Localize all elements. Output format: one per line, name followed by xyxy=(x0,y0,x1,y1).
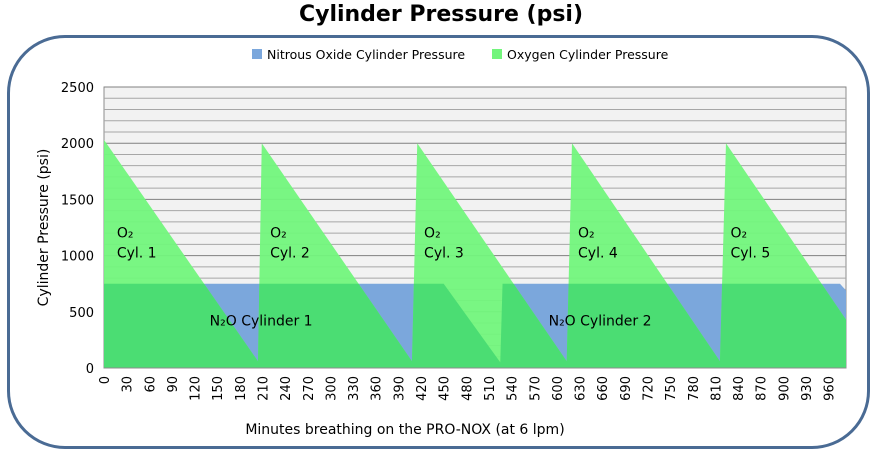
y-tick-label: 0 xyxy=(86,362,94,377)
x-tick-label: 300 xyxy=(324,376,339,401)
x-axis-title: Minutes breathing on the PRO-NOX (at 6 l… xyxy=(245,422,564,438)
annotation-line: O₂ xyxy=(578,226,595,242)
annotation-line: O₂ xyxy=(270,226,287,242)
annotation-line: O₂ xyxy=(424,226,441,242)
annotation-line: Cyl. 3 xyxy=(424,246,464,262)
annotation-label: N₂O Cylinder 2 xyxy=(549,313,652,329)
x-tick-label: 810 xyxy=(709,376,724,401)
x-tick-label: 0 xyxy=(98,376,113,384)
annotation-line: Cyl. 1 xyxy=(117,246,157,262)
x-tick-label: 360 xyxy=(370,376,385,401)
x-tick-label: 510 xyxy=(483,376,498,401)
x-tick-label: 240 xyxy=(279,376,294,401)
annotation-line: N₂O Cylinder 1 xyxy=(210,313,313,329)
x-tick-label: 60 xyxy=(143,376,158,393)
chart-title: Cylinder Pressure (psi) xyxy=(298,2,584,27)
x-tick-label: 660 xyxy=(596,376,611,401)
x-tick-label: 630 xyxy=(574,376,589,401)
annotation-line: O₂ xyxy=(731,226,748,242)
chart-frame xyxy=(7,35,870,449)
legend-label-n2o: Nitrous Oxide Cylinder Pressure xyxy=(267,47,465,62)
x-tick-label: 930 xyxy=(800,376,815,401)
x-tick-label: 840 xyxy=(732,376,747,401)
x-tick-label: 690 xyxy=(619,376,634,401)
y-tick-label: 2500 xyxy=(61,81,94,96)
x-tick-label: 600 xyxy=(551,376,566,401)
x-tick-label: 420 xyxy=(415,376,430,401)
x-tick-label: 480 xyxy=(460,376,475,401)
annotation-label: N₂O Cylinder 1 xyxy=(210,313,313,329)
annotation-label: O₂ Cyl. 3 xyxy=(424,226,464,262)
x-tick-label: 570 xyxy=(528,376,543,401)
x-tick-label: 960 xyxy=(823,376,838,401)
y-tick-label: 1000 xyxy=(61,250,94,265)
x-tick-label: 450 xyxy=(438,376,453,401)
x-tick-label: 390 xyxy=(392,376,407,401)
x-tick-label: 750 xyxy=(664,376,679,401)
annotation-label: O₂ Cyl. 2 xyxy=(270,226,310,262)
x-tick-label: 900 xyxy=(777,376,792,401)
annotation-line: Cyl. 2 xyxy=(270,246,310,262)
annotation-line: Cyl. 5 xyxy=(731,246,771,262)
y-tick-label: 2000 xyxy=(61,137,94,152)
annotation-line: O₂ xyxy=(117,226,134,242)
x-tick-label: 120 xyxy=(189,376,204,401)
annotation-line: Cyl. 4 xyxy=(578,246,618,262)
y-axis-title: Cylinder Pressure (psi) xyxy=(36,149,52,307)
x-tick-label: 540 xyxy=(506,376,521,401)
x-tick-label: 30 xyxy=(121,376,136,393)
x-tick-label: 210 xyxy=(257,376,272,401)
legend-swatch-n2o xyxy=(252,49,262,59)
x-tick-label: 720 xyxy=(641,376,656,401)
x-tick-label: 180 xyxy=(234,376,249,401)
x-tick-label: 330 xyxy=(347,376,362,401)
x-tick-label: 870 xyxy=(755,376,770,401)
x-tick-label: 780 xyxy=(687,376,702,401)
annotation-label: O₂ Cyl. 4 xyxy=(578,226,618,262)
legend-swatch-o2 xyxy=(492,49,502,59)
x-tick-label: 150 xyxy=(211,376,226,401)
annotation-line: N₂O Cylinder 2 xyxy=(549,313,652,329)
x-tick-label: 270 xyxy=(302,376,317,401)
legend-label-o2: Oxygen Cylinder Pressure xyxy=(507,47,669,62)
series-overlap-area xyxy=(104,283,846,368)
y-tick-label: 500 xyxy=(69,306,94,321)
x-tick-label: 90 xyxy=(166,376,181,393)
y-tick-label: 1500 xyxy=(61,193,94,208)
annotation-label: O₂ Cyl. 1 xyxy=(117,226,157,262)
annotation-label: O₂ Cyl. 5 xyxy=(731,226,771,262)
